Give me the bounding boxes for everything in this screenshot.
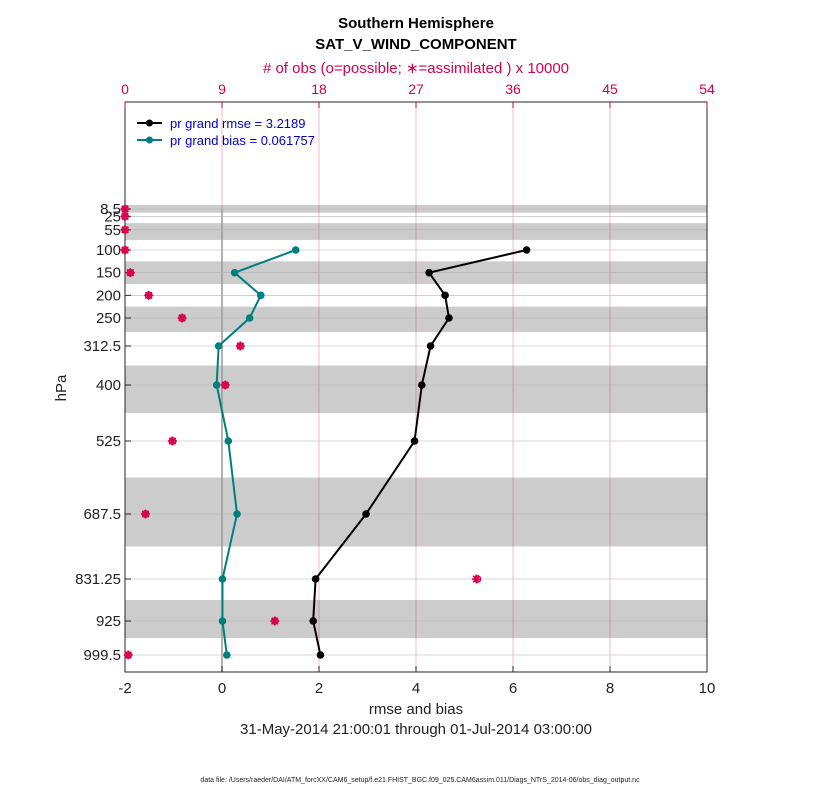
y-tick-label: 8.5 xyxy=(100,201,121,218)
legend-rmse-marker xyxy=(146,119,153,127)
bias-data-point xyxy=(224,437,233,445)
obs-assimilated-marker xyxy=(177,313,187,323)
legend-bias-label: pr grand bias = 0.061757 xyxy=(170,133,315,148)
obs-assimilated-marker xyxy=(120,225,130,235)
obs-assimilated-marker xyxy=(140,509,150,519)
rmse-data-point xyxy=(316,651,325,659)
obs-assimilated-marker xyxy=(125,268,135,278)
rmse-data-point xyxy=(309,617,317,625)
obs-assimilated-marker xyxy=(270,616,280,626)
top-axis-label: # of obs (o=possible; ∗=assimilated ) x … xyxy=(263,60,569,77)
y-tick-label: 999.5 xyxy=(83,647,121,664)
y-tick-label: 312.5 xyxy=(83,338,121,355)
top-tick-label: 45 xyxy=(602,81,618,97)
obs-assimilated-marker xyxy=(220,380,230,390)
rmse-data-point xyxy=(445,314,453,322)
x-tick-label: 10 xyxy=(699,680,716,697)
x-tick-label: 2 xyxy=(315,680,323,697)
y-tick-label: 400 xyxy=(96,377,121,394)
x-tick-label: 8 xyxy=(606,680,614,697)
x-tick-label: 0 xyxy=(218,680,226,697)
bias-data-point xyxy=(233,510,241,518)
y-axis-label: hPa xyxy=(53,374,70,401)
top-tick-label: 54 xyxy=(699,81,715,97)
bias-data-point xyxy=(218,617,227,625)
obs-assimilated-marker xyxy=(120,245,130,255)
y-tick-label: 831.25 xyxy=(75,571,121,588)
x-tick-label: -2 xyxy=(118,680,131,697)
bias-data-point xyxy=(230,268,239,277)
x-tick-label: 6 xyxy=(509,680,517,697)
date-range-label: 31-May-2014 21:00:01 through 01-Jul-2014… xyxy=(240,721,592,738)
rmse-data-point xyxy=(362,510,370,518)
legend: pr grand rmse = 3.2189 pr grand bias = 0… xyxy=(137,116,315,148)
top-tick-label: 36 xyxy=(505,81,521,97)
rmse-data-point xyxy=(425,268,433,277)
y-tick-label: 250 xyxy=(96,310,121,327)
y-tick-label: 55 xyxy=(104,222,121,239)
data-file-footnote: data file: /Users/raeder/DAI/ATM_forcXX/… xyxy=(200,777,640,784)
obs-count-markers xyxy=(120,204,482,660)
y-tick-label: 150 xyxy=(96,265,121,282)
obs-assimilated-marker xyxy=(471,574,481,584)
bias-data-point xyxy=(223,651,231,659)
rmse-data-point xyxy=(426,342,435,350)
chart-title: Southern Hemisphere xyxy=(338,15,494,32)
bias-data-point xyxy=(257,291,265,300)
bias-data-point xyxy=(291,246,300,254)
level-band xyxy=(125,223,707,240)
obs-assimilated-marker xyxy=(144,290,154,300)
y-tick-label: 200 xyxy=(96,287,121,304)
top-tick-label: 9 xyxy=(218,81,226,97)
obs-assimilated-marker xyxy=(120,204,130,214)
legend-bias-marker xyxy=(146,136,153,144)
y-tick-label: 25 xyxy=(104,208,121,225)
obs-assimilated-marker xyxy=(123,650,133,660)
chart-subtitle: SAT_V_WIND_COMPONENT xyxy=(315,36,516,53)
rmse-data-point xyxy=(441,291,449,300)
top-tick-label: 18 xyxy=(311,81,327,97)
top-tick-label: 27 xyxy=(408,81,424,97)
obs-assimilated-marker xyxy=(167,436,177,446)
bias-data-point xyxy=(218,575,227,583)
obs-assimilated-marker xyxy=(120,211,130,221)
y-tick-label: 100 xyxy=(96,242,121,259)
y-tick-label: 525 xyxy=(96,433,121,450)
bias-data-point xyxy=(245,314,254,322)
legend-rmse-label: pr grand rmse = 3.2189 xyxy=(170,116,306,131)
x-axis-label: rmse and bias xyxy=(369,701,463,718)
data-series xyxy=(212,246,531,659)
x-tick-label: 4 xyxy=(412,680,420,697)
rmse-data-point xyxy=(418,381,426,389)
rmse-data-point xyxy=(311,575,320,583)
rmse-data-point xyxy=(410,437,419,445)
bias-data-point xyxy=(214,342,223,350)
rmse-data-point xyxy=(522,246,531,254)
obs-assimilated-marker xyxy=(235,341,245,351)
top-tick-label: 0 xyxy=(121,81,129,97)
y-tick-label: 925 xyxy=(96,613,121,630)
bias-data-point xyxy=(212,381,221,389)
y-tick-label: 687.5 xyxy=(83,506,121,523)
